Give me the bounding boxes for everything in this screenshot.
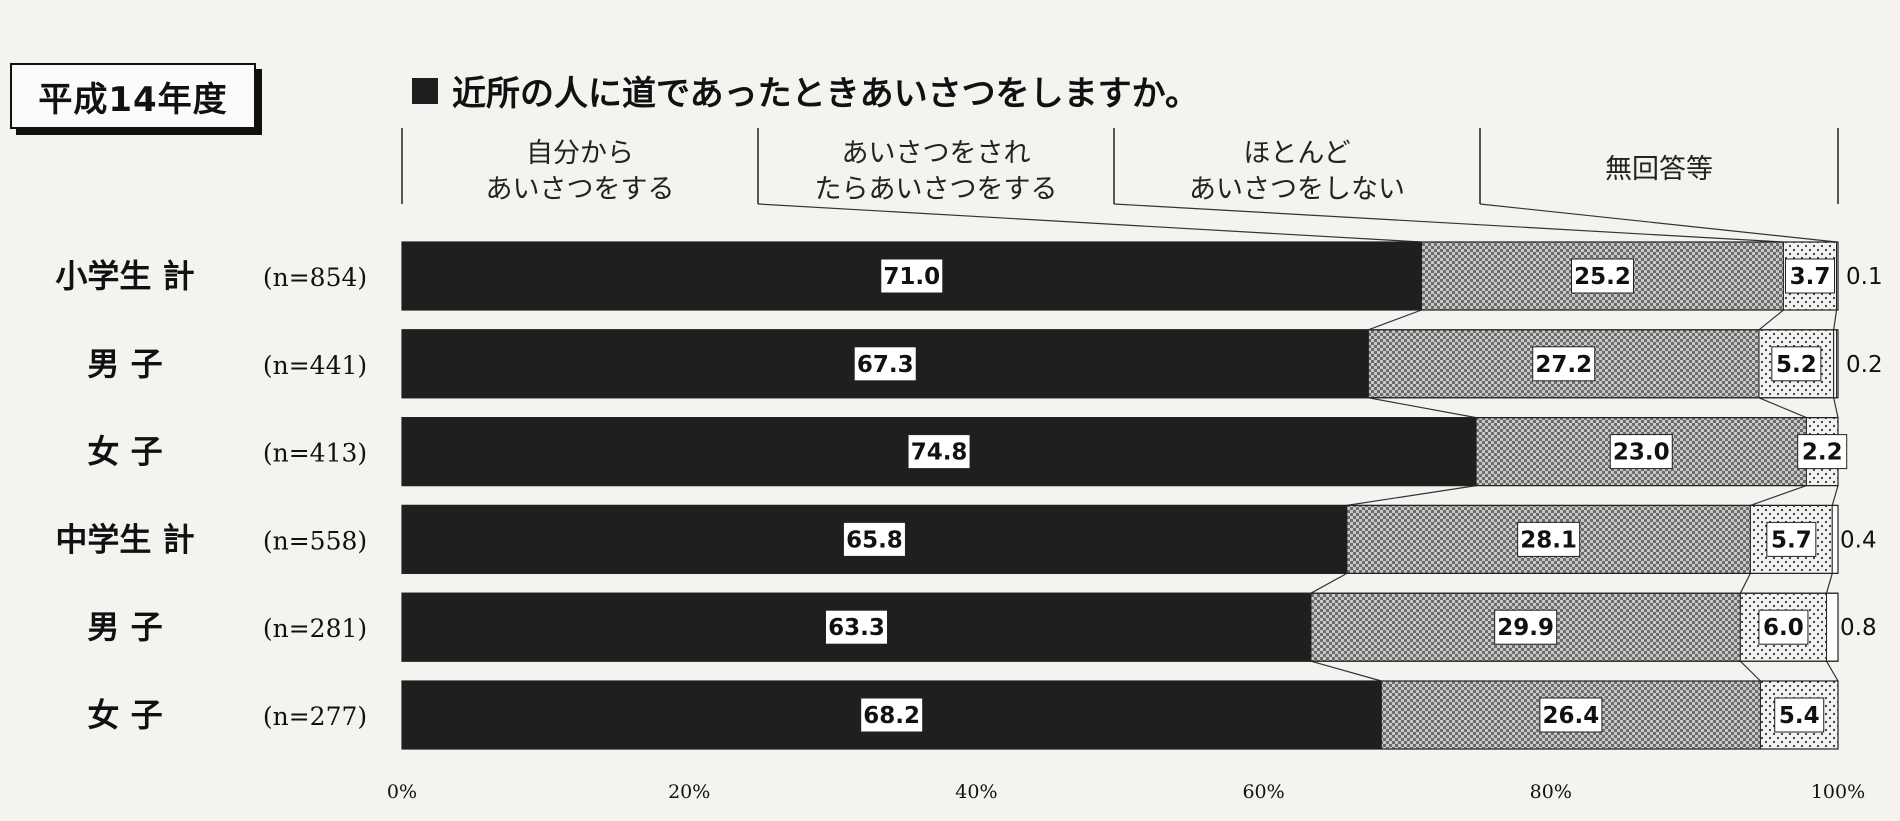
data-label-2: 29.9	[1497, 615, 1554, 641]
data-label-box	[1517, 521, 1581, 557]
data-label-2: 27.2	[1535, 352, 1592, 378]
data-label-box	[907, 434, 971, 470]
data-label-3: 6.0	[1763, 615, 1804, 641]
data-label-box	[1494, 609, 1558, 645]
connector-line	[1739, 573, 1751, 594]
connector-line	[1346, 485, 1477, 506]
data-label-box	[880, 258, 944, 294]
data-label-box	[1570, 258, 1634, 294]
connector-line	[757, 203, 1422, 243]
category-label: 男 子	[87, 608, 162, 646]
category-label: 女 子	[87, 433, 162, 471]
data-label-1: 65.8	[846, 527, 903, 553]
category-label: 女 子	[87, 696, 162, 734]
data-label-no-answer: 0.1	[1846, 264, 1883, 290]
x-tick-label: 20%	[668, 781, 710, 803]
data-label-box	[1532, 346, 1596, 382]
connector-line	[1825, 573, 1833, 594]
data-label-box	[1784, 258, 1835, 294]
data-label-3: 2.2	[1802, 440, 1843, 466]
legend-entry-3-line-1: ほとんど	[1243, 138, 1350, 169]
category-label: 男 子	[87, 345, 162, 383]
connector-line	[1833, 397, 1839, 418]
data-label-3: 5.2	[1776, 352, 1817, 378]
connector-line	[1479, 203, 1837, 243]
legend-entry-3-line-2: あいさつをしない	[1189, 174, 1405, 205]
connector-line	[1758, 397, 1807, 419]
data-label-2: 25.2	[1574, 264, 1631, 290]
data-label-1: 67.3	[857, 352, 914, 378]
category-label: 中学生 計	[55, 520, 194, 558]
data-label-box	[853, 346, 917, 382]
data-label-3: 5.7	[1771, 527, 1812, 553]
data-label-no-answer: 0.4	[1840, 527, 1877, 553]
bar-segment-4	[1831, 504, 1839, 574]
data-label-box	[1797, 434, 1848, 470]
sample-size-label: (n=413)	[263, 439, 367, 468]
year-label: 平成14年度	[10, 63, 256, 129]
sample-size-label: (n=281)	[263, 614, 367, 643]
data-label-box	[1539, 697, 1603, 733]
bar-segment-4	[1833, 329, 1838, 399]
data-label-box	[1609, 434, 1673, 470]
connector-line	[1739, 660, 1761, 682]
data-label-1: 63.3	[828, 615, 885, 641]
sample-size-label: (n=441)	[263, 351, 367, 380]
connector-line	[1833, 309, 1838, 330]
sample-size-label: (n=277)	[263, 702, 367, 731]
x-tick-label: 100%	[1811, 781, 1865, 803]
connector-line	[1368, 397, 1477, 419]
sample-size-label: (n=558)	[263, 526, 367, 555]
data-label-no-answer: 0.8	[1840, 615, 1877, 641]
data-label-3: 5.4	[1779, 703, 1820, 729]
bar-frame	[401, 504, 1839, 574]
data-label-2: 28.1	[1520, 527, 1577, 553]
data-label-2: 23.0	[1613, 440, 1670, 466]
chart-title-text: 近所の人に道であったときあいさつをしますか。	[452, 74, 1199, 114]
legend-entry-4: 無回答等	[1605, 154, 1713, 185]
connector-line	[1750, 485, 1807, 506]
x-tick-label: 60%	[1242, 781, 1284, 803]
x-tick-label: 0%	[387, 781, 417, 803]
legend-entry-2-line-1: あいさつをされ	[842, 138, 1031, 169]
data-label-3: 3.7	[1790, 264, 1831, 290]
data-label-box	[860, 697, 924, 733]
data-label-box	[842, 521, 906, 557]
data-label-no-answer: 0.2	[1846, 352, 1883, 378]
bar-frame	[401, 329, 1839, 399]
data-label-box	[824, 609, 888, 645]
data-label-box	[1758, 609, 1809, 645]
bar-frame	[401, 680, 1839, 750]
data-label-1: 74.8	[911, 440, 968, 466]
x-tick-label: 40%	[955, 781, 997, 803]
data-label-box	[1766, 521, 1817, 557]
bar-frame	[401, 592, 1839, 662]
connector-line	[1310, 660, 1382, 682]
connector-line	[1368, 309, 1422, 331]
legend-entry-1-line-1: 自分から	[526, 138, 634, 169]
connector-line	[1310, 572, 1348, 594]
bar-frame	[401, 241, 1839, 311]
connector-line	[1831, 485, 1839, 506]
title-square-icon	[412, 77, 438, 104]
sample-size-label: (n=854)	[263, 263, 367, 292]
connector-line	[1758, 309, 1784, 331]
data-label-box	[1774, 697, 1825, 733]
connector-line	[1825, 660, 1839, 682]
legend-entry-2-line-2: たらあいさつをする	[815, 174, 1058, 205]
chart-title: 近所の人に道であったときあいさつをしますか。	[412, 66, 1199, 115]
legend-entry-1-line-2: あいさつをする	[486, 174, 675, 205]
data-label-1: 71.0	[883, 264, 940, 290]
data-label-box	[1771, 346, 1822, 382]
data-label-1: 68.2	[863, 703, 920, 729]
connector-line	[1113, 203, 1784, 243]
x-tick-label: 80%	[1530, 781, 1572, 803]
data-label-2: 26.4	[1543, 703, 1600, 729]
category-label: 小学生 計	[55, 257, 194, 295]
bar-segment-4	[1826, 592, 1839, 662]
